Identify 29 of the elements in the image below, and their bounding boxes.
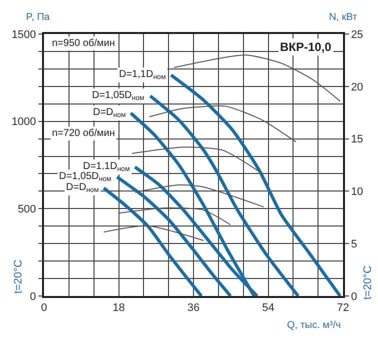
series-label: D=1,1D$_{ном}$ bbox=[83, 161, 130, 174]
x-tick-label: 36 bbox=[187, 302, 200, 314]
text: t=20°C bbox=[12, 259, 25, 294]
y-tick-label: 1000 bbox=[12, 116, 36, 128]
x-tick-label: 72 bbox=[336, 302, 350, 314]
y2-tick-label: 15 bbox=[350, 134, 364, 146]
y-tick-label: 500 bbox=[18, 204, 36, 216]
y-axis-title: P, Па bbox=[26, 12, 50, 23]
x-tick-label: 54 bbox=[262, 302, 274, 314]
annotation: n=720 об/мин bbox=[52, 128, 115, 139]
x-tick-label: 18 bbox=[112, 302, 125, 314]
y2-tick-label: 10 bbox=[350, 186, 364, 198]
y2-tick-label: 20 bbox=[350, 81, 364, 94]
x-tick-label: 0 bbox=[40, 302, 48, 314]
y-tick-label: 1500 bbox=[12, 28, 36, 41]
y2-tick-label: 5 bbox=[350, 238, 358, 250]
series-label: D=1,1D$_{ном}$ bbox=[119, 69, 166, 82]
series-label: D=1,05D$_{ном}$ bbox=[59, 171, 112, 184]
series-label: D=1,05D$_{ном}$ bbox=[92, 90, 145, 102]
x-axis-title: Q, тыс. м³/ч bbox=[287, 320, 341, 331]
text: ВКР-10,0 bbox=[280, 40, 332, 54]
series-label: D=D$_{ном}$ bbox=[93, 107, 126, 120]
y2-tick-label: 25 bbox=[350, 28, 364, 41]
y2-tick-label: 0 bbox=[350, 290, 358, 303]
annotation: n=950 об/мин bbox=[52, 38, 115, 49]
y-tick-label: 0 bbox=[30, 290, 36, 303]
series-label: D=D$_{ном}$ bbox=[66, 182, 100, 194]
y2-axis-title: N, кВт bbox=[329, 12, 358, 23]
text: t=20°C bbox=[362, 266, 374, 300]
